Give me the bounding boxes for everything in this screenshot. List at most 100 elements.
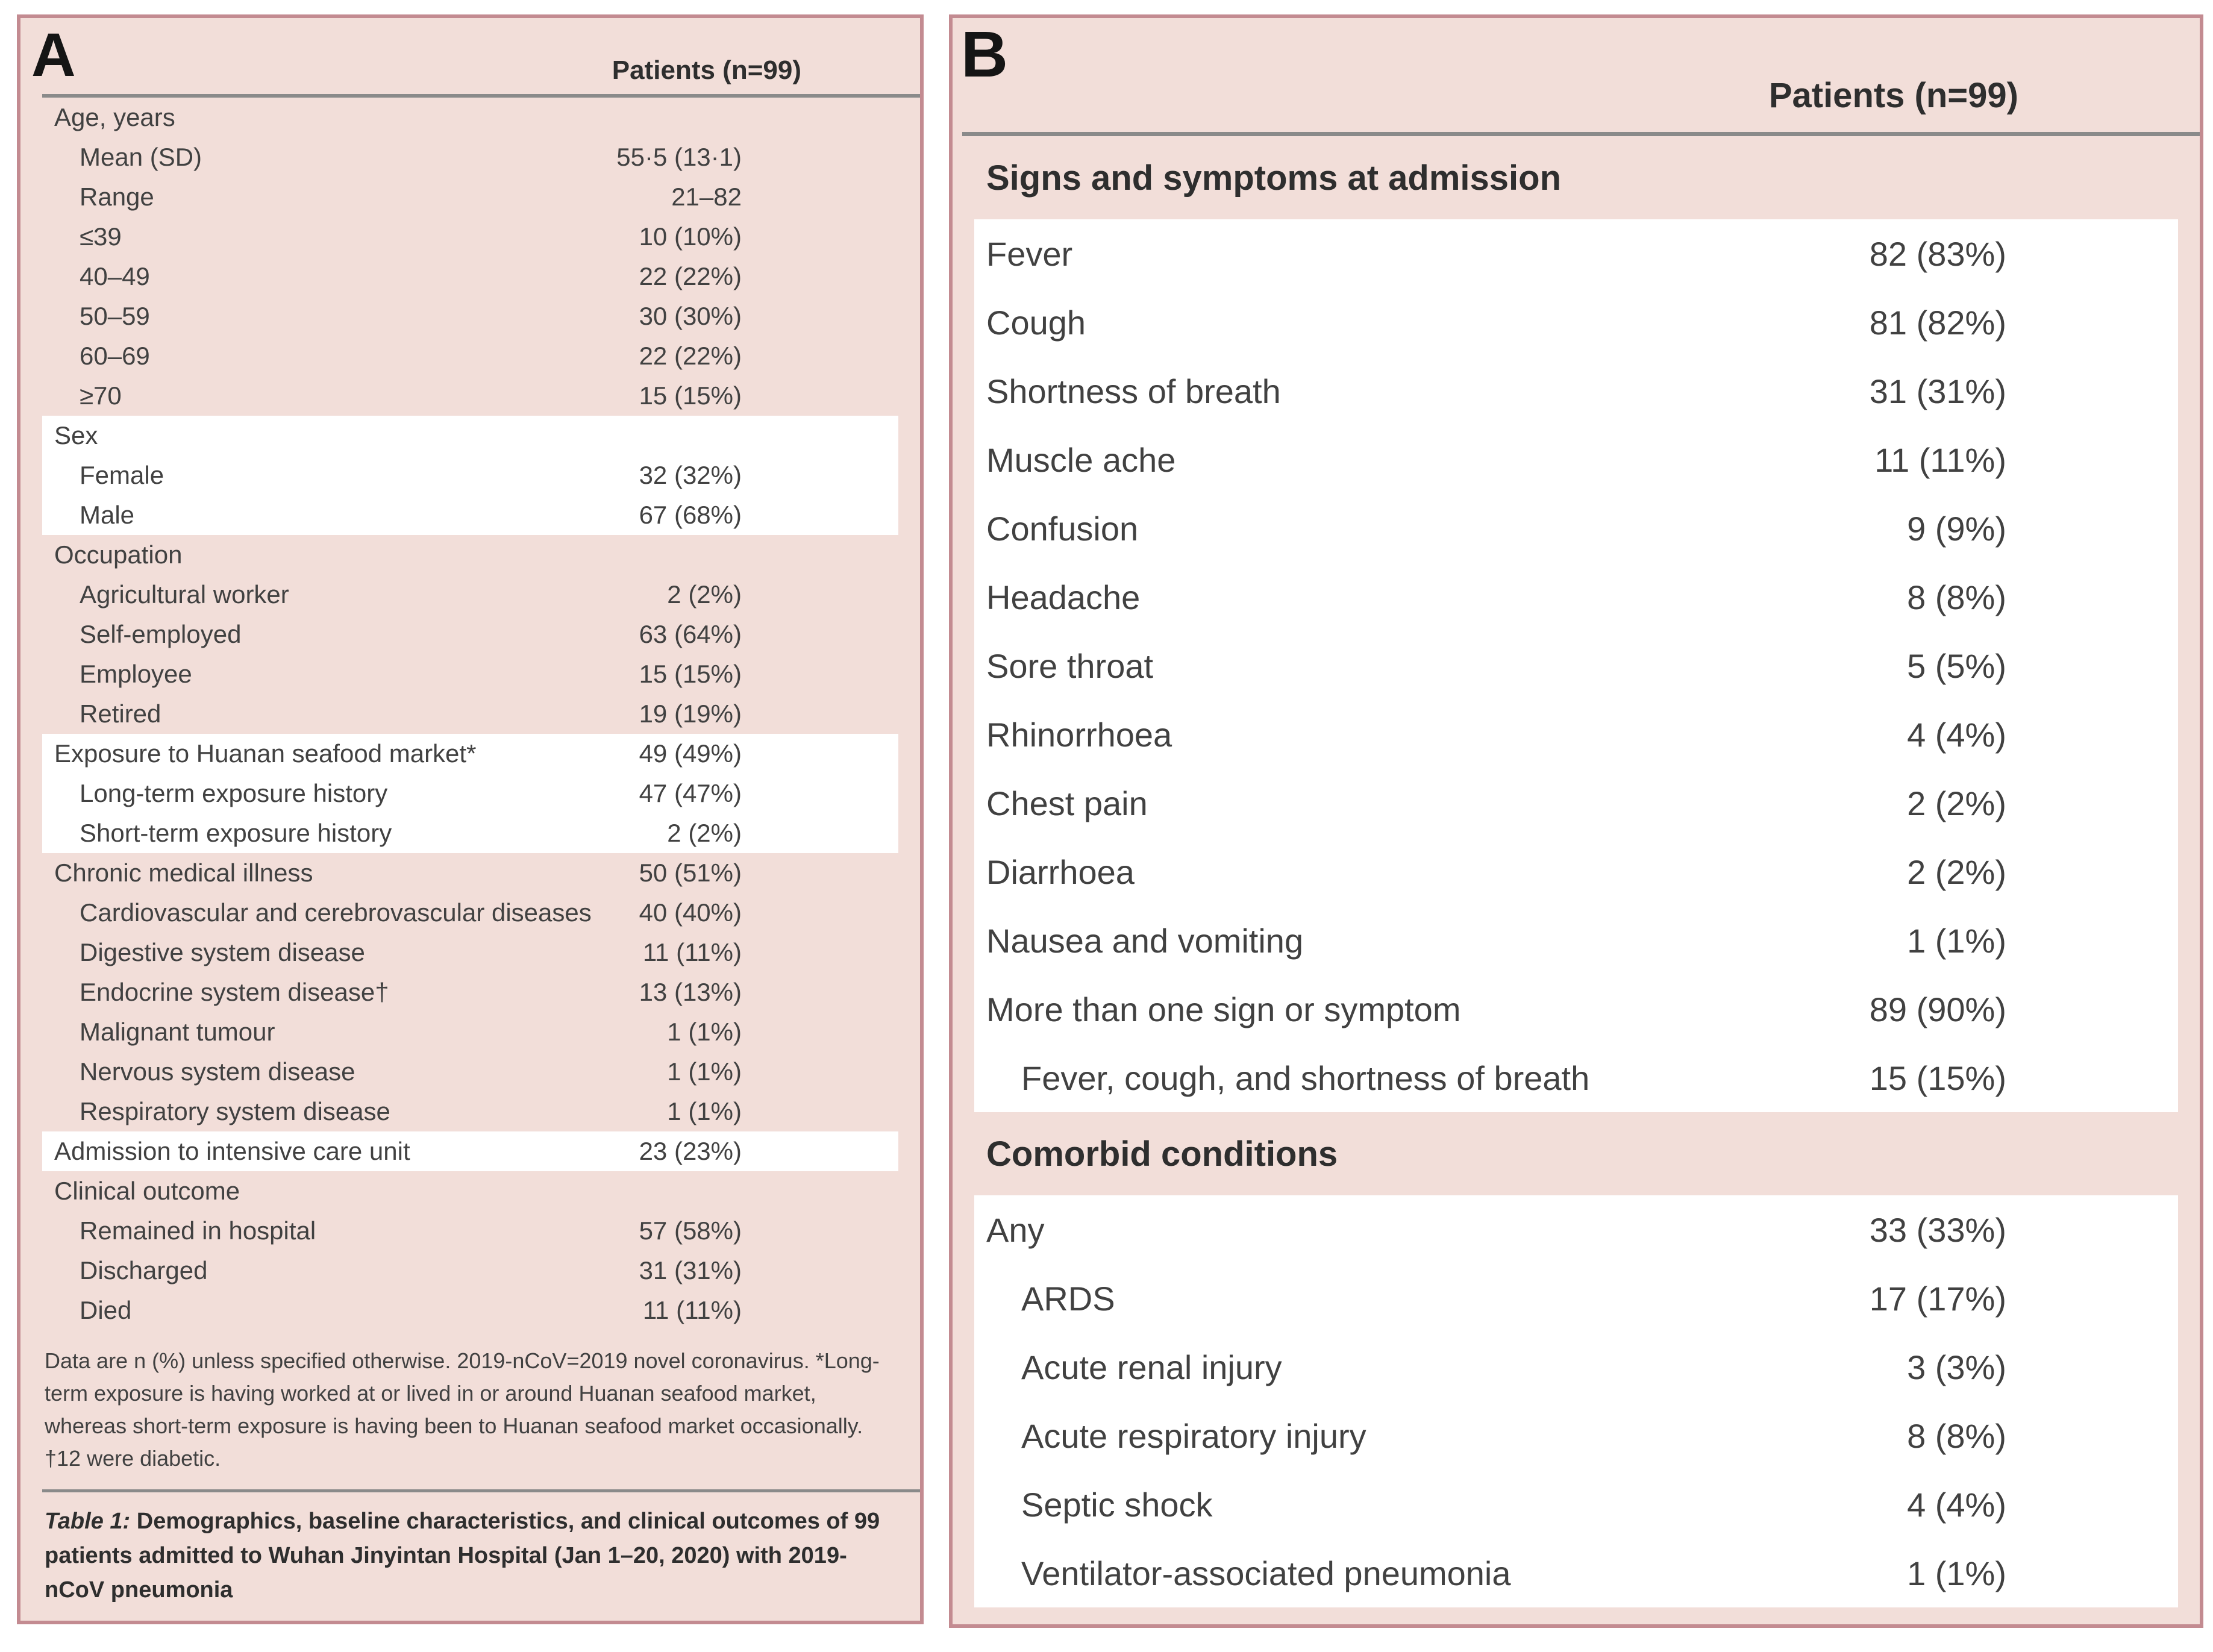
- row-label: Endocrine system disease†: [80, 978, 389, 1006]
- row-label: Fever, cough, and shortness of breath: [1021, 1059, 1590, 1097]
- row-label: Shortness of breath: [986, 372, 1281, 410]
- row-label: Rhinorrhoea: [986, 715, 1172, 754]
- row-value: 17 (17%): [1869, 1279, 2006, 1318]
- row-label: Employee: [80, 660, 192, 688]
- table-section: Occupation Agricultural worker 2 (2%) Self-…: [42, 535, 898, 734]
- table-row: 50–59 30 (30%): [42, 296, 898, 336]
- patients-column-header: Patients (n=99): [1768, 76, 2018, 115]
- row-label: Sex: [54, 421, 98, 449]
- table-row: Fever, cough, and shortness of breath 15 …: [974, 1043, 2178, 1112]
- row-label: Acute respiratory injury: [1021, 1416, 1366, 1455]
- table-row: Retired 19 (19%): [42, 694, 898, 734]
- row-value: 33 (33%): [1869, 1210, 2006, 1249]
- row-label: Sore throat: [986, 646, 1154, 685]
- row-value: 11 (11%): [642, 938, 742, 966]
- table-row: Nausea and vomiting 1 (1%): [974, 906, 2178, 975]
- row-value: 30 (30%): [639, 302, 742, 330]
- row-value: 67 (68%): [639, 501, 742, 529]
- table-row: Male 67 (68%): [42, 495, 898, 535]
- table-row: Agricultural worker 2 (2%): [42, 575, 898, 615]
- panel-b-label: B: [961, 17, 1008, 90]
- row-label: 40–49: [80, 262, 150, 290]
- row-label: Headache: [986, 578, 1141, 616]
- row-value: 31 (31%): [639, 1256, 742, 1284]
- table-row: Short-term exposure history 2 (2%): [42, 813, 898, 853]
- patients-column-header: Patients (n=99): [612, 55, 801, 85]
- row-value: 2 (2%): [1907, 784, 2006, 822]
- row-label: Long-term exposure history: [80, 779, 388, 807]
- row-value: 11 (11%): [1874, 440, 2006, 479]
- row-label: Agricultural worker: [80, 580, 289, 609]
- row-label: Acute renal injury: [1021, 1348, 1282, 1386]
- table-row: Shortness of breath 31 (31%): [974, 357, 2178, 425]
- row-value: 31 (31%): [1869, 372, 2006, 410]
- row-label: Male: [80, 501, 135, 529]
- row-label: ≤39: [80, 222, 122, 251]
- table-row: Fever 82 (83%): [974, 219, 2178, 288]
- table-row: Chronic medical illness 50 (51%): [42, 853, 898, 893]
- row-value: 1 (1%): [667, 1018, 742, 1046]
- row-label: 60–69: [80, 342, 150, 370]
- section-header-band: Comorbid conditions: [953, 1112, 2200, 1195]
- row-value: 40 (40%): [639, 898, 742, 927]
- row-value: 10 (10%): [639, 222, 742, 251]
- table-row: Occupation: [42, 535, 898, 575]
- row-value: 47 (47%): [639, 779, 742, 807]
- row-value: 8 (8%): [1907, 1416, 2006, 1455]
- table-row: Septic shock 4 (4%): [974, 1470, 2178, 1539]
- row-value: 1 (1%): [1907, 921, 2006, 960]
- table-row: Sex: [42, 416, 898, 455]
- table-row: Endocrine system disease† 13 (13%): [42, 972, 898, 1012]
- row-label: Cardiovascular and cerebrovascular disea…: [80, 898, 592, 927]
- table-row: Nervous system disease 1 (1%): [42, 1052, 898, 1092]
- table-caption-number: Table 1:: [45, 1509, 131, 1534]
- table-row: Respiratory system disease 1 (1%): [42, 1092, 898, 1131]
- row-value: 23 (23%): [639, 1137, 742, 1165]
- table-row: Sore throat 5 (5%): [974, 631, 2178, 700]
- row-value: 2 (2%): [1907, 853, 2006, 891]
- row-label: ≥70: [80, 381, 122, 410]
- section-title: Signs and symptoms at admission: [986, 158, 1561, 198]
- row-label: Died: [80, 1296, 132, 1324]
- table-row: Acute renal injury 3 (3%): [974, 1333, 2178, 1401]
- row-value: 13 (13%): [639, 978, 742, 1006]
- row-value: 8 (8%): [1907, 578, 2006, 616]
- table-row: Rhinorrhoea 4 (4%): [974, 700, 2178, 769]
- table-footnote: Data are n (%) unless specified otherwis…: [45, 1348, 880, 1471]
- table-row: Discharged 31 (31%): [42, 1251, 898, 1291]
- table-row: Remained in hospital 57 (58%): [42, 1211, 898, 1251]
- row-label: Admission to intensive care unit: [54, 1137, 410, 1165]
- row-label: Confusion: [986, 509, 1139, 548]
- table-row: ARDS 17 (17%): [974, 1264, 2178, 1333]
- row-value: 82 (83%): [1869, 234, 2006, 273]
- table-row: 60–69 22 (22%): [42, 336, 898, 376]
- row-label: Remained in hospital: [80, 1216, 316, 1245]
- table-row: Headache 8 (8%): [974, 563, 2178, 631]
- row-value: 32 (32%): [639, 461, 742, 489]
- row-value: 55·5 (13·1): [616, 143, 742, 171]
- row-value: 63 (64%): [639, 620, 742, 648]
- table-row: ≤39 10 (10%): [42, 217, 898, 257]
- row-value: 4 (4%): [1907, 715, 2006, 754]
- row-value: 15 (15%): [639, 660, 742, 688]
- row-label: Malignant tumour: [80, 1018, 275, 1046]
- table-row: Muscle ache 11 (11%): [974, 425, 2178, 494]
- table-row: Exposure to Huanan seafood market* 49 (49…: [42, 734, 898, 774]
- row-value: 5 (5%): [1907, 646, 2006, 685]
- row-label: Short-term exposure history: [80, 819, 392, 847]
- table-row: Admission to intensive care unit 23 (23%): [42, 1131, 898, 1171]
- row-label: Fever: [986, 234, 1073, 273]
- table-row: Digestive system disease 11 (11%): [42, 933, 898, 972]
- table-row: Age, years: [42, 98, 898, 137]
- table-row: 40–49 22 (22%): [42, 257, 898, 296]
- row-label: Any: [986, 1210, 1045, 1249]
- table-row: Diarrhoea 2 (2%): [974, 837, 2178, 906]
- row-label: Ventilator-associated pneumonia: [1021, 1554, 1511, 1592]
- row-label: Nausea and vomiting: [986, 921, 1304, 960]
- table-row: Clinical outcome: [42, 1171, 898, 1211]
- table-row: Any 33 (33%): [974, 1195, 2178, 1264]
- row-value: 21–82: [671, 183, 742, 211]
- table-row: Confusion 9 (9%): [974, 494, 2178, 563]
- row-value: 4 (4%): [1907, 1485, 2006, 1524]
- table-section: Fever 82 (83%) Cough 81 (82%) Shortness of b…: [974, 219, 2178, 1112]
